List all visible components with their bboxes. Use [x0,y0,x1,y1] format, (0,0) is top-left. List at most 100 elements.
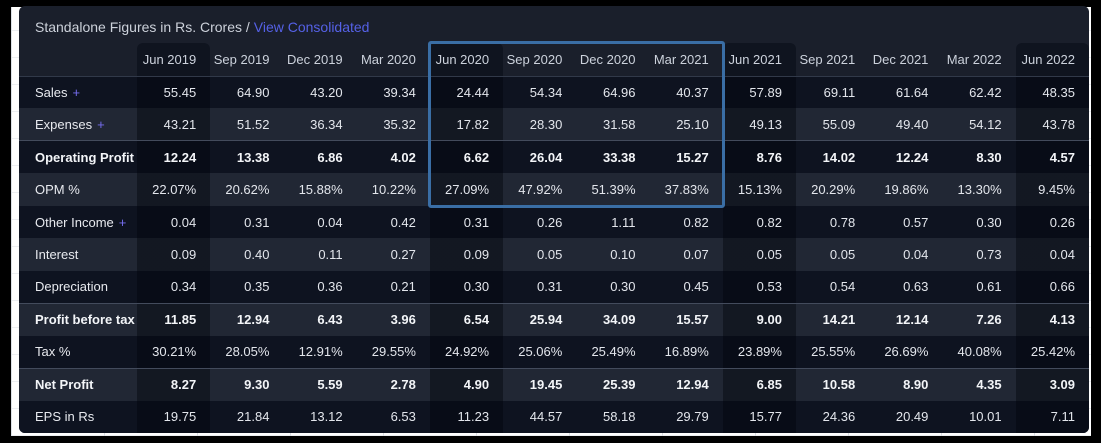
row-label-text: Interest [35,246,79,262]
row-label-text: Tax % [35,344,71,360]
cell-eps-in-rs-sep-2019: 21.84 [236,409,270,425]
cell-tax-jun-2022: 25.42% [1015,335,1089,369]
cell-tax-mar-2022: 40.08% [957,344,1002,360]
cell-tax-mar-2021: 16.89% [664,344,709,360]
cell-sales-sep-2020: 54.34 [529,84,563,100]
cell-sales-sep-2019: 64.90 [236,84,270,100]
cell-other-income-jun-2022: 0.26 [1015,205,1089,239]
view-consolidated-link[interactable]: View Consolidated [253,19,370,35]
cell-eps-in-rs-dec-2019: 13.12 [310,409,343,425]
cell-expenses-mar-2020: 35.32 [383,116,416,132]
cell-operating-profit-mar-2022: 8.30 [976,149,1002,165]
cell-eps-in-rs-sep-2020: 44.57 [529,409,563,425]
row-label-other-income: Other Income + [19,206,137,238]
cell-interest-jun-2020: 0.09 [429,238,504,271]
cell-depreciation-mar-2022: 0.61 [976,279,1002,295]
cell-tax-jun-2021: 23.89% [722,335,796,369]
column-header-jun-2019: Jun 2019 [137,43,211,77]
row-label-text: Net Profit [35,377,94,393]
cell-interest-mar-2022: 0.73 [976,246,1002,262]
cell-net-profit-mar-2022: 4.35 [976,377,1002,393]
expand-row-icon[interactable]: + [118,214,127,230]
cell-net-profit-dec-2021: 8.90 [903,377,929,393]
cell-other-income-jun-2021: 0.82 [722,205,796,239]
column-header-jun-2022: Jun 2022 [1015,43,1089,77]
cell-net-profit-jun-2022: 3.09 [1015,368,1089,401]
cell-tax-dec-2020: 25.49% [591,344,636,360]
cell-interest-dec-2019: 0.11 [318,246,343,262]
cell-operating-profit-mar-2020: 4.02 [390,149,416,165]
cell-net-profit-mar-2021: 12.94 [676,377,709,393]
cell-tax-sep-2021: 25.55% [811,344,856,360]
cell-expenses-sep-2020: 28.30 [529,116,563,132]
cell-opm-mar-2022: 13.30% [957,182,1002,198]
row-label-text: Sales [35,84,68,100]
cell-other-income-dec-2021: 0.57 [903,214,929,230]
cell-profit-before-tax-dec-2021: 12.14 [895,312,929,328]
cell-profit-before-tax-sep-2019: 12.94 [236,312,270,328]
cell-interest-mar-2020: 0.27 [390,246,416,262]
cell-interest-jun-2021: 0.05 [722,238,796,271]
cell-tax-jun-2020: 24.92% [429,335,504,369]
cell-tax-dec-2019: 12.91% [298,344,343,360]
cell-sales-mar-2021: 40.37 [676,84,709,100]
row-label-text: Other Income [35,214,114,230]
cell-net-profit-jun-2021: 6.85 [722,368,796,401]
cell-sales-jun-2022: 48.35 [1015,76,1089,109]
cell-other-income-sep-2021: 0.78 [829,214,856,230]
cell-interest-jun-2022: 0.04 [1015,238,1089,271]
cell-eps-in-rs-jun-2022: 7.11 [1015,400,1089,433]
cell-tax-dec-2021: 26.69% [884,344,929,360]
cell-sales-dec-2020: 64.96 [602,84,636,100]
cell-profit-before-tax-mar-2021: 15.57 [676,312,709,328]
corner-cell [19,43,137,77]
cell-operating-profit-jun-2019: 12.24 [137,140,211,174]
cell-expenses-jun-2019: 43.21 [137,108,211,141]
cell-interest-sep-2021: 0.05 [829,246,856,262]
cell-profit-before-tax-jun-2020: 6.54 [429,303,504,336]
row-label-interest: Interest [19,238,137,270]
expand-row-icon[interactable]: + [97,116,105,132]
cell-expenses-dec-2021: 49.40 [895,116,929,132]
cell-depreciation-jun-2021: 0.53 [722,270,796,304]
cell-opm-dec-2020: 51.39% [591,182,636,198]
cell-interest-jun-2019: 0.09 [137,238,211,271]
cell-expenses-dec-2020: 31.58 [602,116,636,132]
cell-opm-dec-2019: 15.88% [298,182,343,198]
cell-opm-mar-2021: 37.83% [664,182,709,198]
cell-eps-in-rs-jun-2020: 11.23 [429,400,504,433]
column-header-dec-2021: Dec 2021 [869,43,943,77]
cell-profit-before-tax-mar-2022: 7.26 [976,312,1002,328]
cell-eps-in-rs-dec-2020: 58.18 [602,409,636,425]
cell-opm-dec-2021: 19.86% [884,182,929,198]
cell-interest-dec-2020: 0.10 [610,246,636,262]
column-header-mar-2021: Mar 2021 [649,43,723,77]
column-header-mar-2020: Mar 2020 [356,43,430,77]
cell-depreciation-jun-2022: 0.66 [1015,270,1089,304]
cell-profit-before-tax-mar-2020: 3.96 [390,312,416,328]
cell-sales-jun-2019: 55.45 [137,76,211,109]
row-label-tax: Tax % [19,336,137,368]
cell-depreciation-dec-2020: 0.30 [610,279,636,295]
cell-eps-in-rs-dec-2021: 20.49 [895,409,929,425]
cell-eps-in-rs-mar-2020: 6.53 [390,409,416,425]
cell-other-income-mar-2020: 0.42 [390,214,416,230]
cell-opm-jun-2019: 22.07% [137,173,211,206]
cell-other-income-dec-2020: 1.11 [611,214,636,230]
cell-sales-jun-2020: 24.44 [429,76,504,109]
row-label-text: Expenses [35,116,93,132]
cell-interest-mar-2021: 0.07 [683,246,709,262]
cell-interest-sep-2019: 0.40 [244,246,270,262]
cell-operating-profit-sep-2021: 14.02 [822,149,856,165]
cell-operating-profit-dec-2020: 33.38 [602,149,636,165]
cell-sales-dec-2019: 43.20 [310,84,343,100]
column-header-row: Jun 2019 Sep 2019 Dec 2019 Mar 2020 Jun 2020… [19,43,1089,77]
cell-interest-dec-2021: 0.04 [903,246,929,262]
table-title: Standalone Figures in Rs. Crores / View C… [19,6,1089,43]
cell-depreciation-jun-2020: 0.30 [429,270,504,304]
expand-row-icon[interactable]: + [72,84,81,100]
cell-sales-jun-2021: 57.89 [722,76,796,109]
cell-depreciation-jun-2019: 0.34 [137,270,211,304]
row-label-text: Operating Profit [35,149,134,165]
row-label-text: Profit before tax [35,312,135,328]
